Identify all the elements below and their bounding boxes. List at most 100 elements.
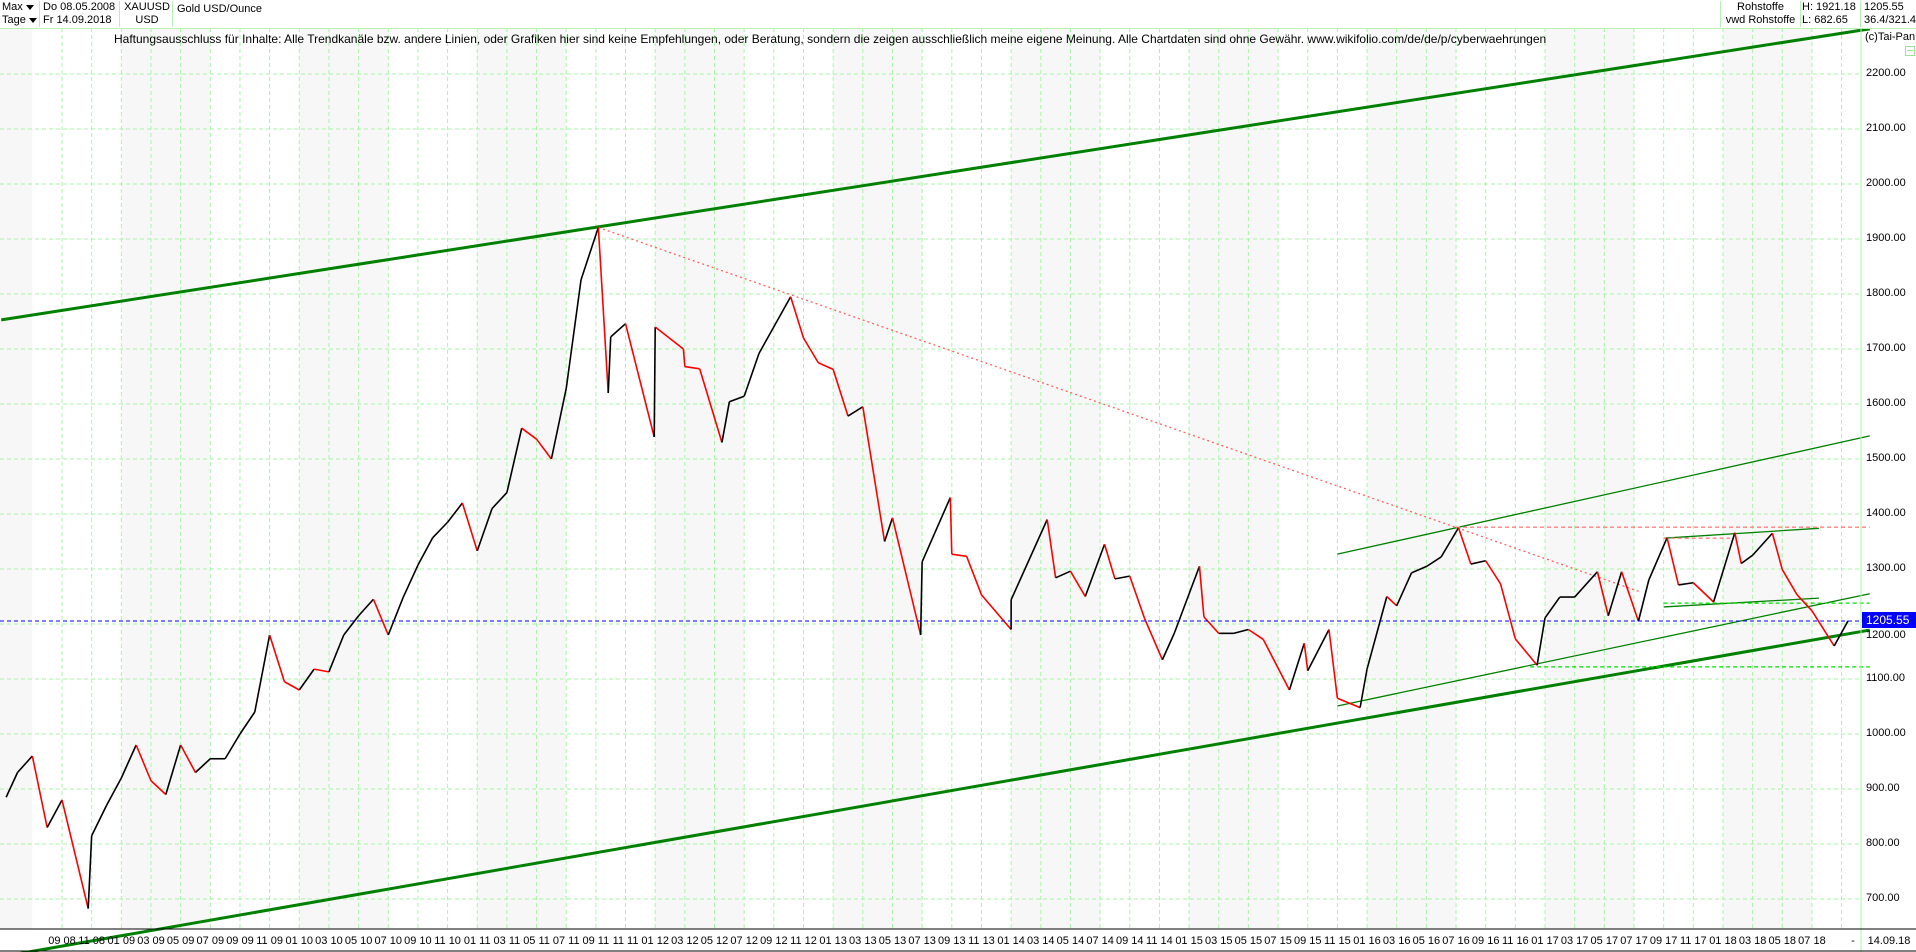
- price-segment: [417, 537, 434, 566]
- date-from[interactable]: Do 08.05.2008: [43, 1, 120, 14]
- y-tick-label: 1100.00: [1866, 672, 1905, 684]
- x-tick-label: 07 14: [1086, 935, 1114, 947]
- minimize-icon[interactable]: [1905, 46, 1915, 56]
- price-segment: [1514, 638, 1538, 666]
- price-segment: [883, 517, 894, 542]
- half-year-band: [299, 28, 389, 929]
- x-tick-label: 11 09: [256, 935, 283, 947]
- price-segment: [949, 497, 953, 555]
- price-segment: [1485, 560, 1502, 585]
- grid-lines: [0, 28, 1861, 929]
- date-to[interactable]: Fr 14.09.2018: [43, 14, 120, 27]
- disclaimer-text: Haftungsausschluss für Inhalte: Alle Tre…: [114, 32, 1547, 46]
- price-segment: [565, 279, 582, 389]
- trendlines: [0, 27, 1871, 952]
- x-tick-label: 01 12: [641, 935, 669, 947]
- price-segment: [298, 668, 315, 691]
- x-tick-label: 09 11: [582, 935, 610, 947]
- price-segment: [1247, 628, 1264, 641]
- x-tick-label: 09 08: [48, 935, 76, 947]
- period-label: Max: [2, 1, 23, 13]
- y-tick-label: 1600.00: [1866, 397, 1906, 409]
- price-segment: [1233, 628, 1249, 635]
- price-segment: [721, 401, 731, 443]
- y-tick-label: 1300.00: [1866, 562, 1906, 574]
- price-segment: [980, 594, 1012, 631]
- price-segment: [313, 668, 330, 673]
- price-segment: [1796, 594, 1813, 612]
- x-tick-label: 11 11: [612, 935, 639, 947]
- x-tick-label: 07 09: [196, 935, 225, 947]
- source: vwd Rohstoffe: [1720, 14, 1801, 27]
- x-tick-label: 09 14: [1115, 935, 1144, 947]
- x-tick-label: 11 08: [78, 935, 106, 947]
- x-tick-label: 03 10: [315, 935, 343, 947]
- price-segment: [1114, 575, 1130, 580]
- x-tick-label: 05 14: [1056, 935, 1085, 947]
- price-segment: [358, 598, 375, 617]
- trendline: [1337, 593, 1870, 707]
- half-year-bands: [0, 28, 1812, 929]
- price-segment: [224, 733, 241, 760]
- x-tick-label: 11 14: [1146, 935, 1173, 947]
- period-select[interactable]: Max: [2, 1, 40, 14]
- price-segment: [789, 296, 805, 339]
- price-segment: [1596, 571, 1610, 616]
- price-series: [5, 227, 1849, 909]
- y-tick-label: 2000.00: [1866, 177, 1906, 189]
- price-segment: [90, 805, 108, 837]
- price-segment: [432, 521, 449, 539]
- price-segment: [832, 369, 849, 417]
- half-year-band: [1545, 28, 1634, 929]
- half-year-band: [121, 28, 211, 929]
- x-tick-label: 05 17: [1590, 935, 1619, 947]
- high-value: H: 1921.18: [1802, 1, 1861, 14]
- x-axis-end-date: 14.09.18: [1867, 935, 1911, 947]
- price-segment: [268, 634, 286, 682]
- price-segment: [1303, 643, 1309, 671]
- x-tick-label: 01 18: [1709, 935, 1737, 947]
- interval-label: Tage: [2, 14, 26, 26]
- price-segment: [446, 502, 464, 523]
- price-segment: [1574, 571, 1598, 598]
- price-segment: [179, 744, 197, 773]
- price-segment: [105, 777, 123, 806]
- price-segment: [1781, 569, 1798, 596]
- price-segment: [1337, 697, 1361, 709]
- price-segment: [1069, 570, 1086, 597]
- x-tick-label: 11 12: [790, 935, 817, 947]
- x-tick-label: 05 16: [1412, 935, 1441, 947]
- price-segment: [1055, 570, 1071, 579]
- price-segment: [624, 323, 655, 438]
- x-tick-label: 09 17: [1649, 935, 1678, 947]
- price-segment: [1712, 532, 1736, 603]
- x-tick-label: 05 15: [1234, 935, 1263, 947]
- x-tick-label: 03 13: [849, 935, 877, 947]
- half-year-band: [655, 28, 745, 929]
- half-year-band: [477, 28, 567, 929]
- y-tick-label: 900.00: [1866, 782, 1900, 794]
- x-tick-label: 07 13: [908, 935, 936, 947]
- price-segment: [580, 227, 600, 280]
- price-segment: [491, 492, 508, 510]
- price-segment: [965, 556, 983, 596]
- interval-select[interactable]: Tage: [2, 14, 40, 27]
- half-year-band: [1367, 28, 1457, 929]
- price-segment: [521, 427, 538, 440]
- chevron-down-icon: [28, 17, 37, 23]
- x-tick-label: 09 15: [1293, 935, 1322, 947]
- price-segment: [120, 744, 137, 779]
- price-segment: [743, 353, 760, 397]
- x-tick-label: 09 12: [760, 935, 788, 947]
- x-tick-label: 01 16: [1353, 935, 1381, 947]
- x-tick-label: 05 09: [166, 935, 195, 947]
- price-segment: [729, 395, 745, 403]
- price-segment: [1173, 565, 1201, 634]
- price-segment: [1752, 532, 1773, 556]
- price-segment: [1544, 596, 1561, 619]
- price-segment: [402, 564, 419, 598]
- x-tick-label: 05 12: [700, 935, 729, 947]
- price-segment: [328, 634, 345, 673]
- trendline: [1663, 527, 1819, 539]
- x-tick-label: 03 18: [1738, 935, 1767, 947]
